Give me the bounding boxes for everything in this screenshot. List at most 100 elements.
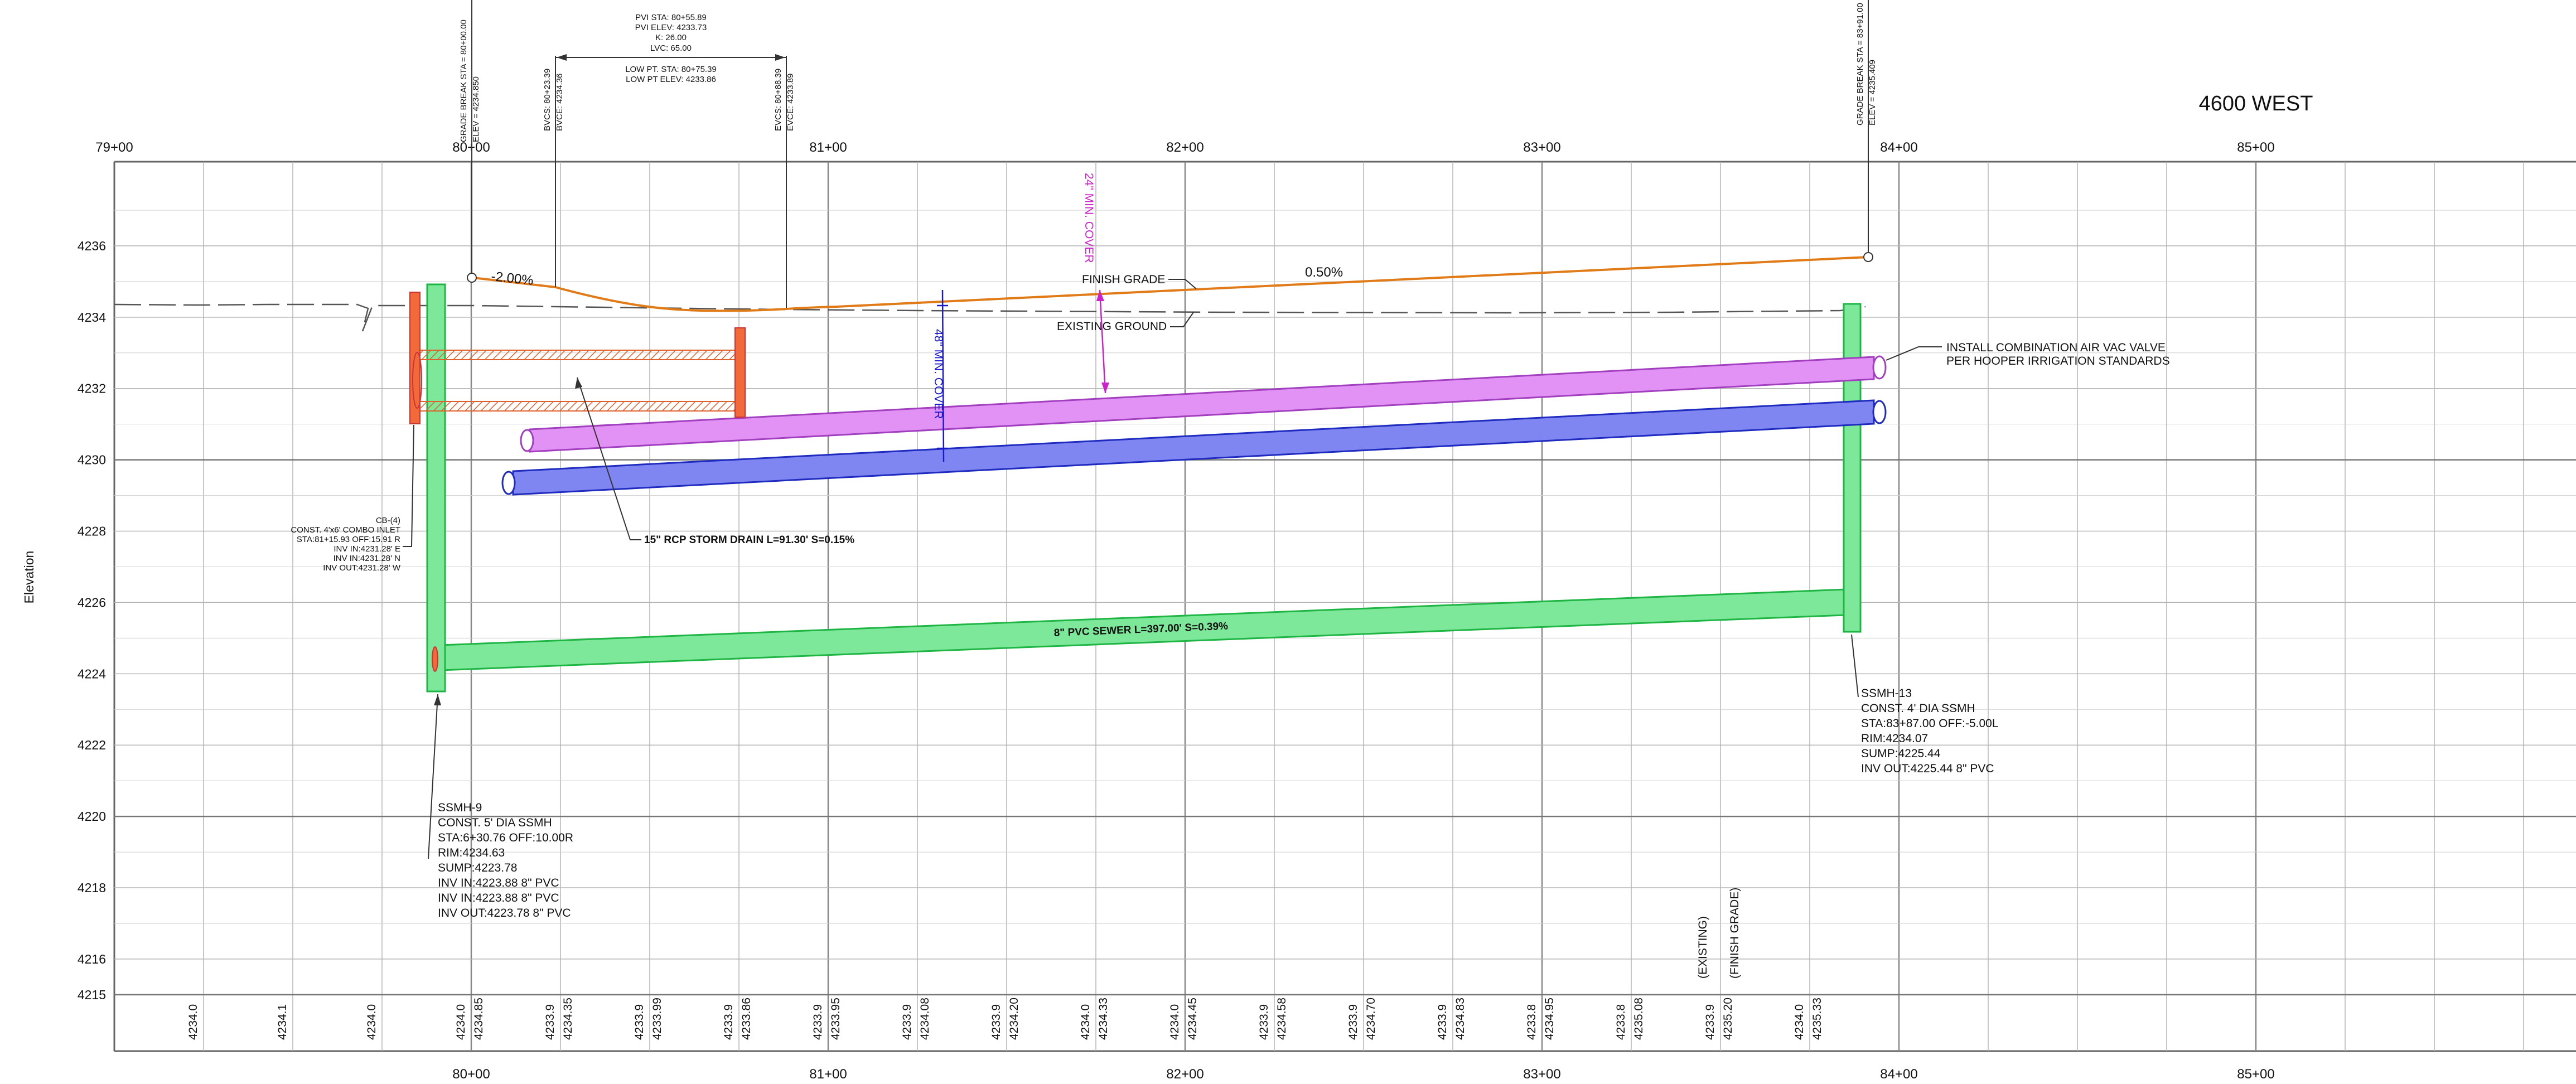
cb4-line: INV IN:4231.28' E xyxy=(334,544,400,554)
storm-drain-end-structure xyxy=(734,327,746,418)
grade-break-left-marker xyxy=(467,273,477,283)
low-pt-sta: LOW PT. STA: 80+75.39 xyxy=(625,65,717,74)
table-existing-value: 4234.0 xyxy=(1168,1004,1181,1040)
lvc-arrow-right xyxy=(775,54,785,61)
elevation-label: 4230 xyxy=(78,453,106,467)
table-existing-header: (EXISTING) xyxy=(1697,916,1709,979)
station-label-top: 84+00 xyxy=(1880,140,1917,155)
ssmh-9-note: SSMH-9 CONST. 5' DIA SSMH STA:6+30.76 OFF:… xyxy=(438,801,573,920)
ssmh13-line: STA:83+87.00 OFF:-5.00L xyxy=(1861,717,1999,730)
cover-48-label: 48" MIN. COVER xyxy=(932,329,945,419)
table-finish-value: 4234.95 xyxy=(1543,998,1556,1040)
ssmh-9-structure xyxy=(426,283,446,693)
finish-grade-line xyxy=(472,256,1869,312)
grade-break-left-elev: ELEV = 4234.850 xyxy=(471,76,481,142)
station-label-bottom: 83+00 xyxy=(1523,1067,1560,1082)
table-finish-value: 4234.70 xyxy=(1365,998,1378,1040)
ssmh-9-inlet-marker xyxy=(432,646,438,672)
table-finish-value: 4234.35 xyxy=(562,998,574,1040)
grade-left-label: -2.00% xyxy=(490,269,534,288)
combo-inlet-pipe-end xyxy=(412,352,422,409)
storm-drain-leader xyxy=(577,377,641,540)
station-label-bottom: 81+00 xyxy=(809,1067,847,1082)
y-axis-label: Elevation xyxy=(22,551,36,604)
table-existing-value: 4233.9 xyxy=(901,1004,914,1040)
irrigation-blue-end-left xyxy=(501,471,516,495)
station-label-top: 79+00 xyxy=(95,140,133,155)
table-existing-value: 4234.0 xyxy=(1793,1004,1806,1040)
elevation-label: 4232 xyxy=(78,381,106,396)
table-existing-value: 4234.0 xyxy=(187,1004,200,1040)
grade-break-right-elev: ELEV = 4235.409 xyxy=(1868,60,1877,125)
table-existing-value: 4234.0 xyxy=(455,1004,467,1040)
station-label-top: 81+00 xyxy=(809,140,847,155)
table-finish-value: 4234.45 xyxy=(1186,998,1199,1040)
cb4-leader xyxy=(403,424,414,547)
ssmh-9-leader-arrow xyxy=(434,694,441,705)
table-finish-value: 4235.20 xyxy=(1722,998,1734,1040)
table-finish-value: 4234.58 xyxy=(1275,998,1288,1040)
pvi-elev: PVI ELEV: 4233.73 xyxy=(635,23,707,32)
elevation-label: 4215 xyxy=(78,988,106,1002)
station-labels-bottom: 80+00 81+00 82+00 83+00 84+00 85+00 xyxy=(452,1067,2274,1082)
evcs-label: EVCS: 80+88.39 xyxy=(774,69,783,131)
table-finish-header: (FINISH GRADE) xyxy=(1728,888,1741,979)
table-existing-value: 4234.0 xyxy=(1079,1004,1092,1040)
ssmh9-line: INV IN:4223.88 8" PVC xyxy=(438,892,559,904)
elevation-label: 4218 xyxy=(78,880,106,895)
table-finish-value: 4235.33 xyxy=(1811,998,1824,1040)
ssmh-9-leader xyxy=(428,694,438,859)
k-value: K: 26.00 xyxy=(655,33,687,42)
table-existing-value: 4233.9 xyxy=(544,1004,557,1040)
ssmh9-line: CONST. 5' DIA SSMH xyxy=(438,816,552,829)
ssmh9-line: SUMP:4223.78 xyxy=(438,862,517,874)
air-vac-note-line-1: INSTALL COMBINATION AIR VAC VALVE xyxy=(1946,341,2166,354)
low-pt-elev: LOW PT ELEV: 4233.86 xyxy=(626,75,716,84)
bvcs-label: BVCS: 80+23.39 xyxy=(543,69,552,131)
elevation-labels: 4236 4234 4232 4230 4228 4226 4224 4222 4220 4218… xyxy=(78,239,106,1002)
cb4-line: INV OUT:4231.28' W xyxy=(323,563,401,573)
table-existing-value: 4233.9 xyxy=(722,1004,735,1040)
table-existing-value: 4233.8 xyxy=(1525,1004,1538,1040)
cb4-line: STA:81+15.93 OFF:15.91 R xyxy=(297,535,400,544)
grade-break-right-sta: GRADE BREAK STA = 83+91.00 xyxy=(1855,3,1865,125)
table-finish-value: 4234.85 xyxy=(472,998,485,1040)
ssmh13-line: INV OUT:4225.44 8" PVC xyxy=(1861,762,1994,775)
cover-24-dimension xyxy=(1099,289,1106,394)
lvc-arrow-left xyxy=(557,54,567,61)
table-finish-value: 4233.99 xyxy=(651,998,664,1040)
cover-24-arrow-top xyxy=(1096,290,1104,301)
air-vac-note-line-2: PER HOOPER IRRIGATION STANDARDS xyxy=(1946,355,2170,367)
table-existing-value: 4234.1 xyxy=(276,1004,289,1040)
table-existing-value: 4233.9 xyxy=(1347,1004,1360,1040)
bvce-label: BVCE: 4234.36 xyxy=(555,74,564,131)
evce-label: EVCE: 4233.89 xyxy=(786,74,795,131)
table-finish-value: 4233.95 xyxy=(829,998,842,1040)
cover-24-arrow-bottom xyxy=(1101,383,1109,393)
station-label-top: 85+00 xyxy=(2237,140,2274,155)
table-existing-value: 4233.8 xyxy=(1615,1004,1627,1040)
table-existing-value: 4233.9 xyxy=(811,1004,824,1040)
elevation-label: 4222 xyxy=(78,738,106,752)
sheet-title: 4600 WEST xyxy=(2199,92,2313,115)
elevation-label: 4216 xyxy=(78,952,106,966)
irrigation-blue-end-right xyxy=(1872,400,1887,424)
cover-48-dimension xyxy=(941,289,945,462)
finish-grade-label: FINISH GRADE xyxy=(1082,273,1165,286)
grade-break-right-marker xyxy=(1863,252,1873,262)
ssmh9-line: INV OUT:4223.78 8" PVC xyxy=(438,907,571,920)
ssmh9-line: SSMH-9 xyxy=(438,801,482,814)
grade-break-left-sta: GRADE BREAK STA = 80+00.00 xyxy=(459,20,468,142)
table-existing-value: 4234.0 xyxy=(365,1004,378,1040)
existing-ground-label: EXISTING GROUND xyxy=(1057,320,1167,333)
cb4-line: INV IN:4231.28' N xyxy=(334,554,400,563)
ssmh13-line: CONST. 4' DIA SSMH xyxy=(1861,702,1975,715)
elevation-label: 4228 xyxy=(78,524,106,539)
elevation-label: 4236 xyxy=(78,239,106,253)
grade-right-label: 0.50% xyxy=(1305,265,1343,280)
ssmh-13-structure xyxy=(1843,303,1862,633)
lvc-value: LVC: 65.00 xyxy=(650,43,692,53)
ssmh13-line: RIM:4234.07 xyxy=(1861,732,1928,745)
storm-drain-pipe-bottom xyxy=(419,401,737,412)
